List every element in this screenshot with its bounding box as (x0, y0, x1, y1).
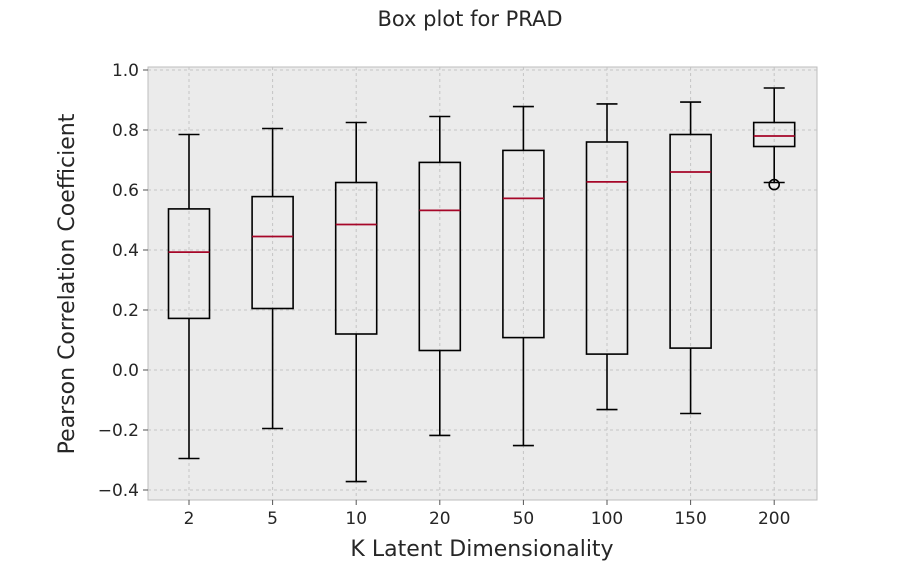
y-tick-label: 1.0 (112, 61, 139, 81)
y-tick-label: 0.2 (112, 301, 139, 321)
chart-title: Box plot for PRAD (377, 7, 562, 31)
x-tick-label: 10 (345, 509, 367, 529)
y-tick-label: −0.4 (98, 481, 139, 501)
x-tick-label: 5 (267, 509, 278, 529)
box-iqr (334, 181, 378, 335)
box-iqr (502, 149, 545, 339)
box-20 (418, 115, 462, 437)
box-iqr (418, 161, 462, 352)
box-iqr (251, 195, 294, 310)
x-tick-label: 20 (429, 509, 451, 529)
box-5 (251, 127, 294, 430)
box-iqr (669, 133, 712, 349)
y-tick-label: 0.0 (112, 361, 139, 381)
box-2 (167, 133, 211, 460)
box-iqr (585, 141, 629, 355)
box-iqr (167, 208, 211, 320)
box-100 (585, 103, 629, 411)
box-200 (752, 87, 796, 191)
box-150 (669, 101, 712, 415)
boxes (167, 87, 796, 483)
x-axis-label: K Latent Dimensionality (350, 537, 613, 562)
x-tick-label: 50 (513, 509, 535, 529)
x-tick-label: 2 (184, 509, 195, 529)
box-iqr (752, 121, 796, 148)
plot-area (147, 66, 818, 501)
y-tick-label: 0.8 (112, 121, 139, 141)
axes: −0.4 −0.2 0.0 0.2 0.4 0.6 0.8 1.0 2 5 10 20 50 100 150… (98, 61, 791, 529)
x-tick-label: 100 (591, 509, 623, 529)
y-tick-label: 0.4 (112, 241, 139, 261)
y-tick-label: 0.6 (112, 181, 139, 201)
box-50 (502, 105, 545, 447)
box-10 (334, 121, 378, 483)
y-axis-label: Pearson Correlation Coefficient (55, 113, 80, 454)
outlier-point (768, 178, 781, 191)
y-tick-label: −0.2 (98, 421, 139, 441)
x-tick-label: 200 (758, 509, 790, 529)
x-tick-label: 150 (674, 509, 706, 529)
